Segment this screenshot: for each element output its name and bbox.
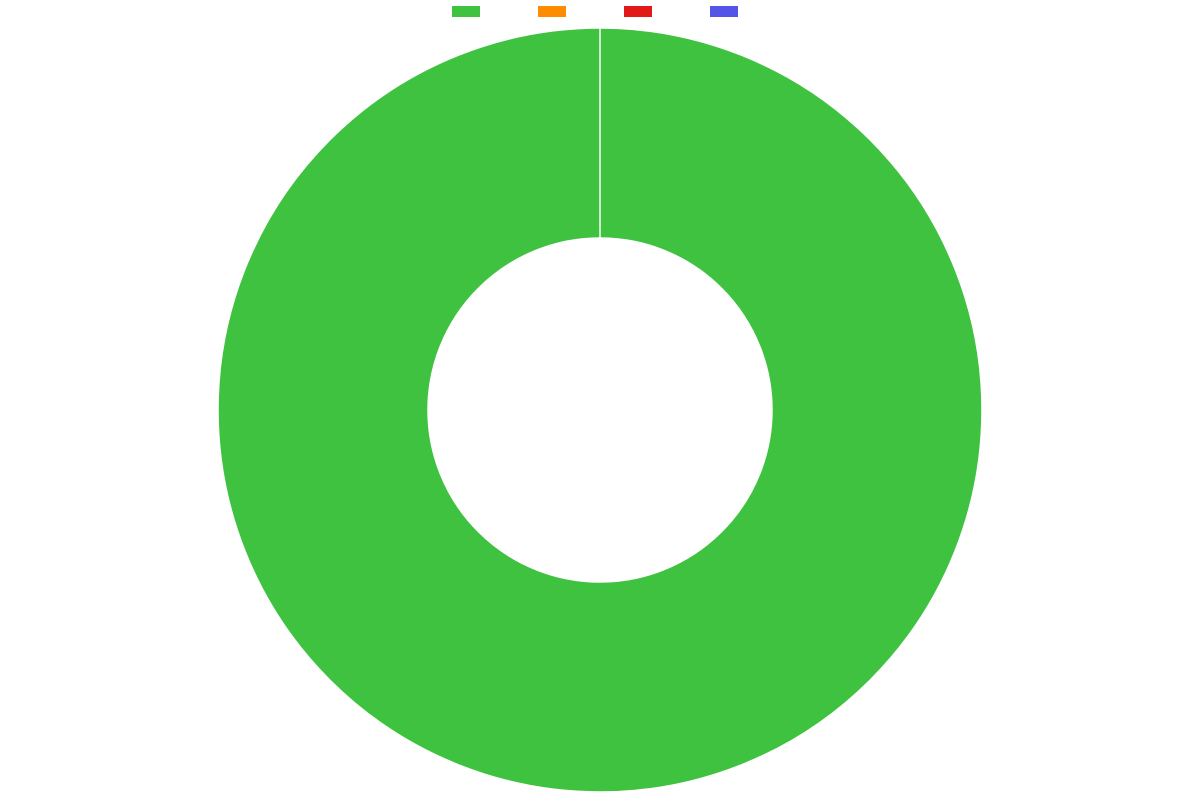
donut-hole xyxy=(428,238,772,582)
donut-group xyxy=(218,28,982,792)
chart-stage xyxy=(0,0,1200,800)
donut-chart xyxy=(0,0,1200,800)
